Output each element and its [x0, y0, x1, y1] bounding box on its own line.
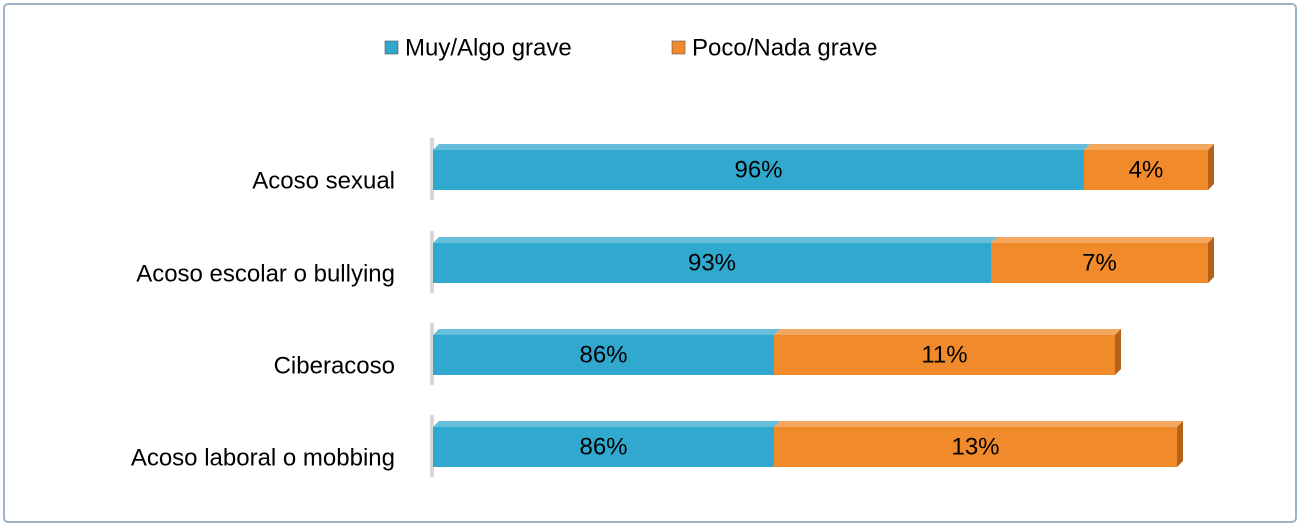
bar-end-face — [1177, 421, 1183, 467]
bar-top-face — [433, 144, 1090, 150]
value-label: 11% — [921, 341, 967, 368]
bar-shadow — [430, 138, 434, 200]
category-label: Acoso laboral o mobbing — [131, 444, 395, 471]
bar-segment — [433, 335, 774, 375]
bar-top-face — [991, 237, 1214, 243]
bar-top-face — [774, 329, 1121, 335]
bar-segment — [433, 427, 774, 467]
bar-top-face — [433, 421, 780, 427]
bar-end-face — [1208, 144, 1214, 190]
value-label: 93% — [688, 249, 736, 276]
bar-shadow — [430, 323, 434, 385]
legend-label: Poco/Nada grave — [692, 34, 877, 61]
bar-top-face — [433, 329, 780, 335]
bar-end-face — [1115, 329, 1121, 375]
bar-top-face — [774, 421, 1183, 427]
legend-swatch — [384, 40, 399, 55]
value-label: 4% — [1129, 156, 1164, 183]
value-label: 86% — [579, 433, 627, 460]
legend-swatch — [671, 40, 686, 55]
bar-segment — [774, 335, 1115, 375]
bar-segment — [1084, 150, 1208, 190]
bar-shadow — [430, 231, 434, 293]
value-label: 7% — [1082, 249, 1117, 276]
value-label: 96% — [734, 156, 782, 183]
bar-top-face — [1084, 144, 1214, 150]
value-label: 13% — [951, 433, 999, 460]
bar-segment — [433, 243, 991, 283]
category-label: Ciberacoso — [274, 352, 395, 379]
legend-label: Muy/Algo grave — [405, 34, 572, 61]
category-label: Acoso escolar o bullying — [136, 260, 395, 287]
bar-end-face — [1208, 237, 1214, 283]
value-label: 86% — [579, 341, 627, 368]
bar-segment — [433, 150, 1084, 190]
bar-segment — [774, 427, 1177, 467]
category-label: Acoso sexual — [252, 167, 395, 194]
bar-top-face — [433, 237, 997, 243]
bar-segment — [991, 243, 1208, 283]
bar-shadow — [430, 415, 434, 477]
